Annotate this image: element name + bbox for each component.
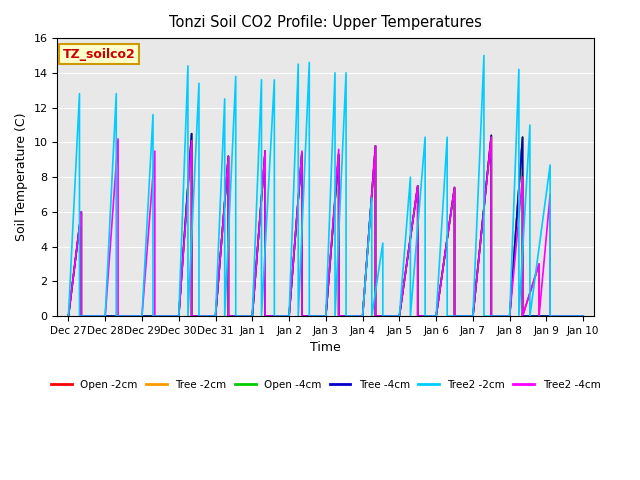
Y-axis label: Soil Temperature (C): Soil Temperature (C) <box>15 113 28 241</box>
Legend: Open -2cm, Tree -2cm, Open -4cm, Tree -4cm, Tree2 -2cm, Tree2 -4cm: Open -2cm, Tree -2cm, Open -4cm, Tree -4… <box>47 376 605 395</box>
Title: Tonzi Soil CO2 Profile: Upper Temperatures: Tonzi Soil CO2 Profile: Upper Temperatur… <box>170 15 483 30</box>
X-axis label: Time: Time <box>310 341 341 354</box>
Text: TZ_soilco2: TZ_soilco2 <box>63 48 136 60</box>
